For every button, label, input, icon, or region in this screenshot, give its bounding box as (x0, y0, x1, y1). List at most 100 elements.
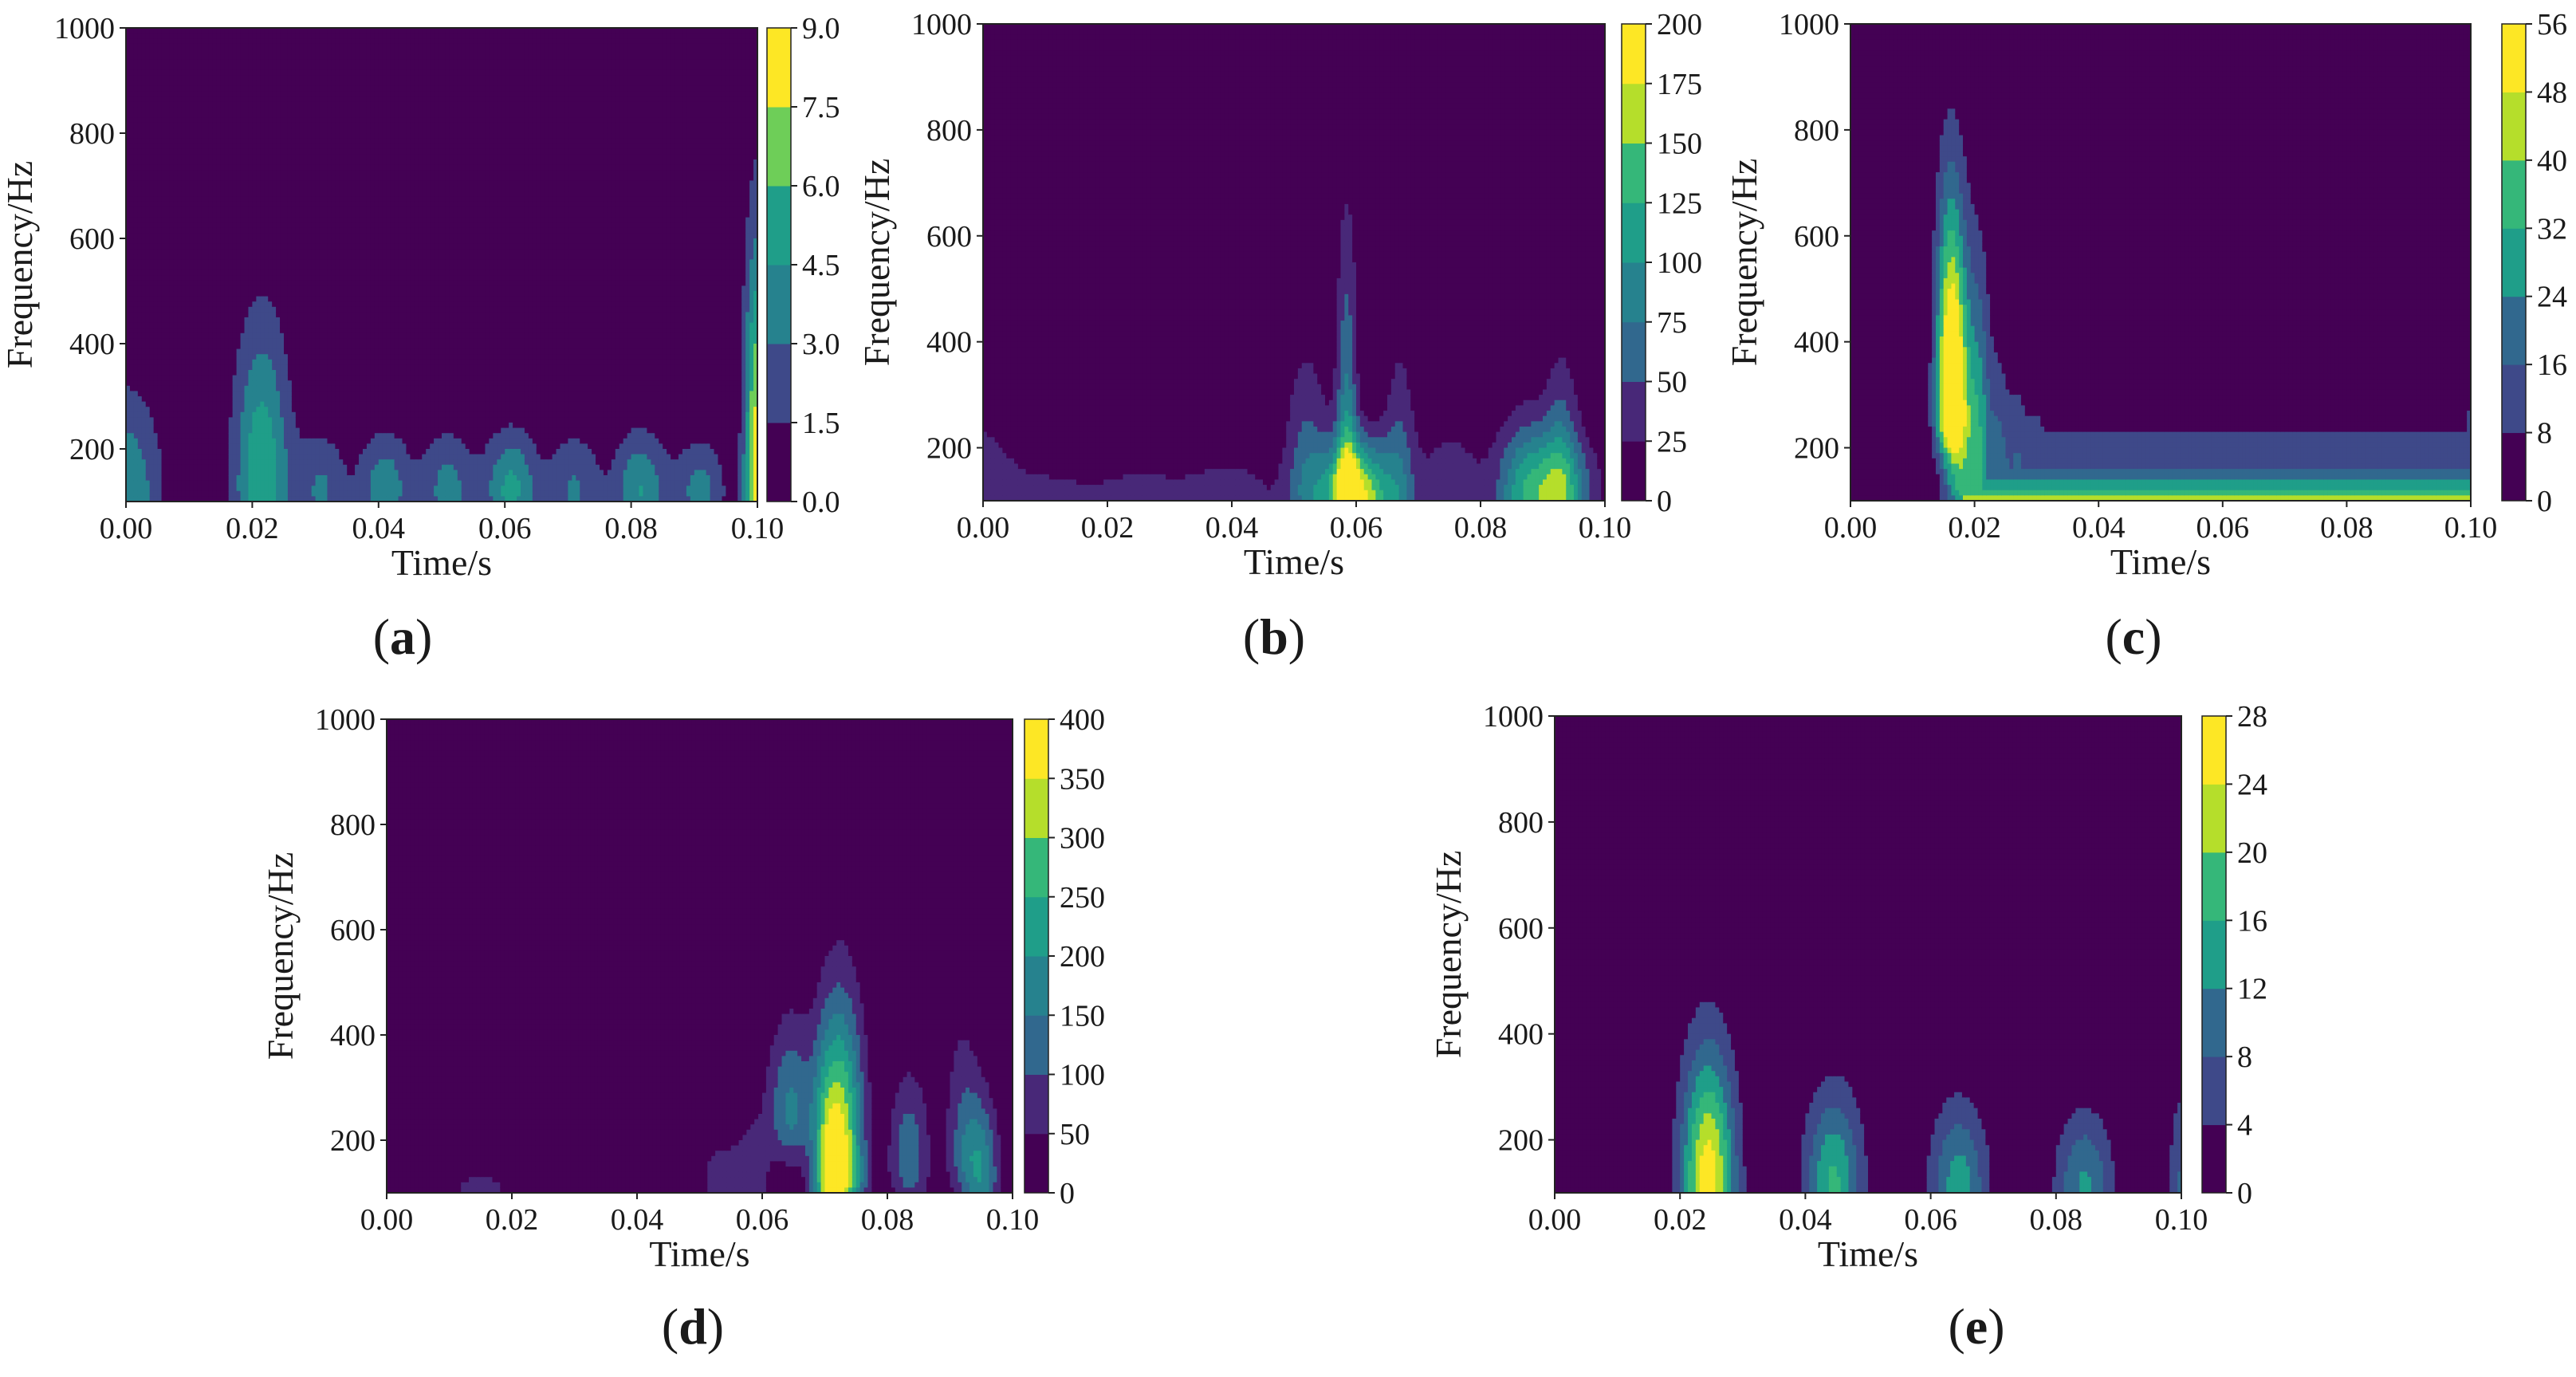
heatmap-cell (142, 117, 147, 123)
heatmap-cell (150, 149, 155, 155)
heatmap-cell (162, 270, 167, 276)
heatmap-cell (162, 301, 167, 307)
heatmap-cell (209, 75, 214, 81)
heatmap-cell (138, 312, 143, 317)
heatmap-cell (142, 86, 147, 92)
heatmap-cell (169, 454, 174, 460)
heatmap-cell (169, 233, 174, 238)
heatmap-cell (177, 222, 182, 228)
heatmap-cell (169, 238, 174, 244)
heatmap-cell (166, 433, 171, 439)
heatmap-cell (189, 159, 194, 165)
heatmap-cell (162, 81, 167, 86)
heatmap-cell (138, 486, 143, 491)
heatmap-cell (142, 433, 147, 439)
heatmap-cell (181, 376, 186, 381)
heatmap-cell (181, 459, 186, 465)
heatmap-cell (158, 291, 163, 297)
heatmap-cell (193, 454, 198, 460)
heatmap-cell (197, 128, 202, 133)
heatmap-cell (154, 38, 159, 44)
heatmap-cell (130, 481, 135, 486)
heatmap-cell (177, 376, 182, 381)
heatmap-cell (181, 180, 186, 186)
heatmap-cell (189, 275, 194, 281)
heatmap-cell (181, 454, 186, 460)
heatmap-cell (173, 344, 178, 349)
heatmap-cell (185, 265, 190, 270)
heatmap-cell (197, 133, 202, 139)
heatmap-cell (185, 117, 190, 123)
heatmap-cell (173, 180, 178, 186)
heatmap-cell (205, 175, 210, 181)
heatmap-cell (173, 486, 178, 491)
heatmap-cell (130, 165, 135, 171)
heatmap-cell (169, 297, 174, 302)
heatmap-cell (162, 191, 167, 197)
heatmap-cell (201, 459, 206, 465)
heatmap-cell (185, 175, 190, 181)
heatmap-cell (193, 38, 198, 44)
heatmap-cell (146, 186, 151, 191)
heatmap-cell (130, 338, 135, 344)
heatmap-cell (158, 49, 163, 54)
heatmap-cell (205, 285, 210, 291)
heatmap-cell (150, 44, 155, 49)
heatmap-cell (134, 70, 139, 76)
heatmap-cell (193, 443, 198, 449)
heatmap-cell (138, 222, 143, 228)
heatmap-cell (197, 439, 202, 444)
heatmap-cell (154, 423, 159, 428)
heatmap-cell (193, 391, 198, 396)
heatmap-cell (185, 439, 190, 444)
heatmap-cell (166, 175, 171, 181)
heatmap-cell (166, 312, 171, 317)
heatmap-cell (138, 459, 143, 465)
heatmap-cell (181, 301, 186, 307)
heatmap-cell (130, 402, 135, 407)
heatmap-cell (205, 139, 210, 144)
heatmap-cell (201, 186, 206, 191)
heatmap-cell (130, 233, 135, 238)
heatmap-cell (201, 96, 206, 102)
heatmap-cell (173, 265, 178, 270)
heatmap-cell (138, 338, 143, 344)
heatmap-cell (189, 28, 194, 33)
heatmap-cell (205, 407, 210, 412)
heatmap-cell (193, 312, 198, 317)
heatmap-cell (197, 275, 202, 281)
heatmap-cell (181, 380, 186, 386)
heatmap-cell (154, 123, 159, 128)
heatmap-cell (181, 165, 186, 171)
heatmap-cell (205, 212, 210, 218)
heatmap-cell (185, 360, 190, 365)
heatmap-cell (189, 244, 194, 250)
heatmap-cell (150, 128, 155, 133)
heatmap-cell (158, 212, 163, 218)
heatmap-cell (134, 180, 139, 186)
heatmap-cell (189, 33, 194, 39)
heatmap-cell (169, 33, 174, 39)
heatmap-cell (177, 60, 182, 65)
heatmap-cell (138, 212, 143, 218)
heatmap-cell (201, 28, 206, 33)
heatmap-cell (166, 91, 171, 96)
heatmap-cell (169, 207, 174, 212)
heatmap-cell (162, 244, 167, 250)
heatmap-cell (166, 75, 171, 81)
heatmap-cell (130, 265, 135, 270)
heatmap-cell (134, 439, 139, 444)
heatmap-cell (146, 443, 151, 449)
heatmap-cell (146, 360, 151, 365)
heatmap-cell (189, 417, 194, 423)
heatmap-cell (130, 439, 135, 444)
heatmap-cell (205, 370, 210, 376)
heatmap-cell (205, 81, 210, 86)
heatmap-cell (142, 212, 147, 218)
heatmap-cell (134, 391, 139, 396)
heatmap-cell (154, 101, 159, 107)
heatmap-cell (150, 491, 155, 497)
heatmap-cell (162, 412, 167, 418)
heatmap-cell (173, 144, 178, 149)
heatmap-cell (189, 386, 194, 391)
